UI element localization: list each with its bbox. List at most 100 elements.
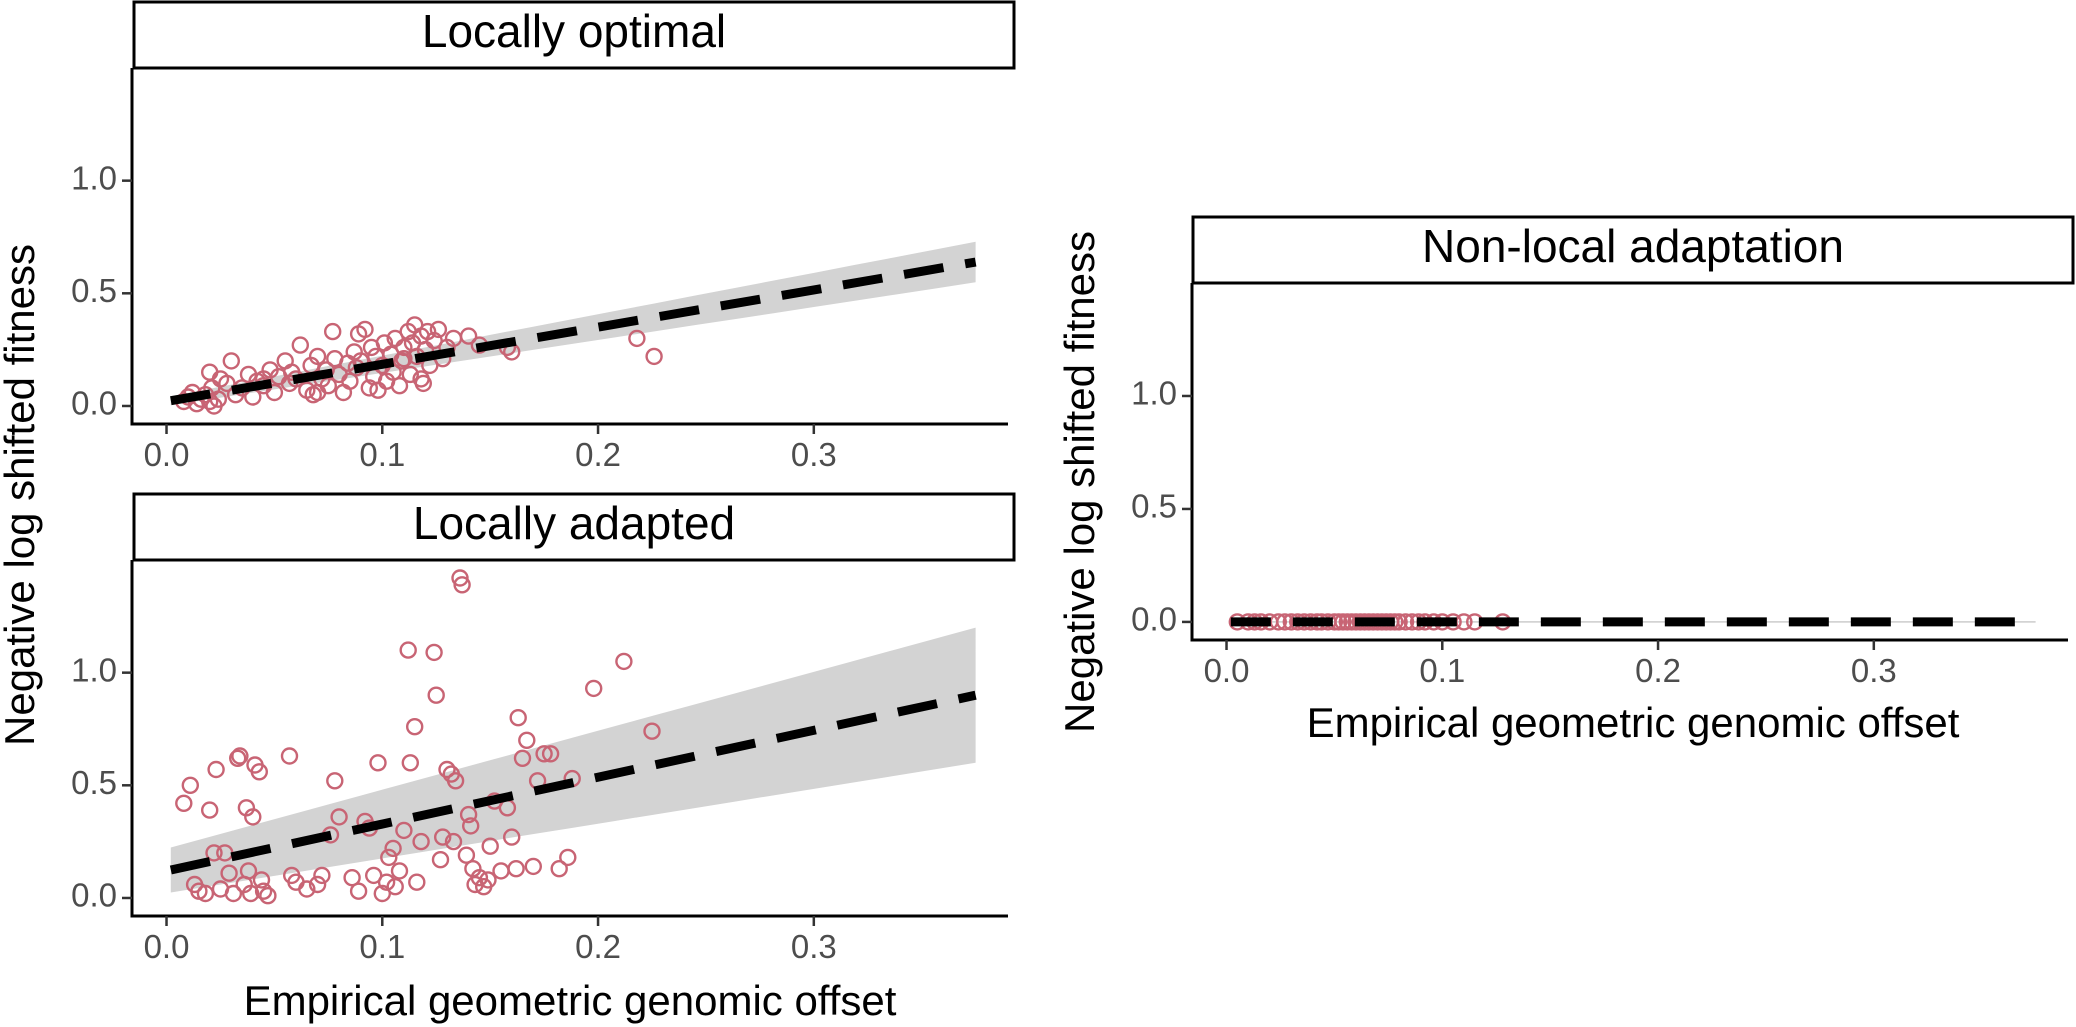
data-point xyxy=(369,381,387,399)
data-point xyxy=(481,837,499,855)
x-tick-label: 0.3 xyxy=(791,928,837,965)
data-point xyxy=(380,848,398,867)
data-point xyxy=(395,338,413,357)
y-tick-label: 0.0 xyxy=(71,877,117,914)
data-point xyxy=(408,873,426,891)
panel-title: Locally optimal xyxy=(422,5,726,57)
data-point xyxy=(386,329,404,348)
data-point xyxy=(324,322,342,341)
data-point xyxy=(518,731,536,749)
data-point xyxy=(360,379,378,397)
data-point xyxy=(241,884,260,903)
data-point xyxy=(425,643,443,662)
data-point xyxy=(395,350,413,368)
y-tick-label: 0.5 xyxy=(71,764,117,801)
x-tick-label: 0.0 xyxy=(1204,652,1250,689)
data-point xyxy=(541,745,560,763)
data-point xyxy=(1276,613,1294,631)
data-point xyxy=(252,871,271,889)
data-point xyxy=(341,372,359,390)
x-ticks-group: 0.0 0.1 0.2 0.3 xyxy=(144,916,837,965)
x-tick-label: 0.2 xyxy=(1635,652,1681,689)
x-tick-label: 0.3 xyxy=(791,436,837,473)
data-point xyxy=(427,686,445,704)
data-point xyxy=(349,882,368,900)
data-point xyxy=(291,336,309,354)
left-x-axis-title: Empirical geometric genomic offset xyxy=(244,977,897,1024)
data-point xyxy=(406,718,424,736)
data-point xyxy=(1396,613,1415,631)
y-tick-label: 1.0 xyxy=(71,159,117,196)
data-point xyxy=(390,862,409,880)
data-point xyxy=(209,390,228,408)
data-point xyxy=(220,864,238,882)
data-point xyxy=(308,383,327,402)
data-point xyxy=(280,747,299,765)
data-point xyxy=(239,862,258,880)
y-tick-label: 0.5 xyxy=(1131,488,1177,525)
strip-header xyxy=(132,492,1016,562)
x-tick-label: 0.1 xyxy=(359,436,405,473)
data-point xyxy=(429,320,448,339)
data-point xyxy=(207,760,225,779)
data-point xyxy=(628,329,646,348)
data-point xyxy=(507,860,525,878)
data-point xyxy=(503,828,521,846)
data-point xyxy=(395,821,413,840)
left-y-axis-title: Negative log shifted fitness xyxy=(0,244,43,746)
panel-locally-optimal: Locally optimal 0.0 0.5 1.0 0.0 0.1 0.2 0.3 xyxy=(71,0,1016,473)
data-point xyxy=(412,832,430,851)
data-point xyxy=(384,839,402,858)
data-point xyxy=(585,679,603,698)
data-point xyxy=(196,884,215,903)
data-point xyxy=(200,801,219,819)
y-ticks-group: 0.0 0.5 1.0 xyxy=(71,159,132,422)
data-point xyxy=(513,749,532,767)
data-point xyxy=(231,747,249,765)
data-point xyxy=(377,873,396,891)
y-ticks-group: 0.0 0.5 1.0 xyxy=(1131,375,1192,638)
data-point xyxy=(298,880,316,898)
data-point xyxy=(399,641,417,659)
data-point xyxy=(343,869,361,887)
strip-header xyxy=(1191,215,2075,285)
data-point xyxy=(462,817,480,835)
x-tick-label: 0.1 xyxy=(1419,652,1465,689)
regression-line xyxy=(170,257,977,406)
points-group xyxy=(175,569,661,905)
data-point xyxy=(509,709,527,727)
data-point xyxy=(559,848,577,867)
data-point xyxy=(446,772,465,790)
y-ticks-group: 0.0 0.5 1.0 xyxy=(71,651,132,914)
data-point xyxy=(615,652,633,671)
panel-title: Locally adapted xyxy=(413,497,735,549)
data-point xyxy=(330,808,348,826)
x-tick-label: 0.0 xyxy=(144,436,190,473)
data-point xyxy=(459,805,478,824)
right-x-axis-title: Empirical geometric genomic offset xyxy=(1307,699,1960,746)
data-point xyxy=(222,352,241,370)
y-tick-label: 1.0 xyxy=(71,651,117,688)
x-tick-label: 0.2 xyxy=(575,436,621,473)
data-point xyxy=(369,754,387,772)
data-point xyxy=(250,763,268,781)
data-point xyxy=(524,857,542,876)
data-point xyxy=(259,887,277,905)
data-point xyxy=(535,745,553,763)
data-point xyxy=(308,875,327,894)
data-point xyxy=(224,884,243,903)
data-point xyxy=(444,832,463,851)
data-point xyxy=(643,722,661,740)
y-tick-label: 0.0 xyxy=(71,385,117,422)
data-point xyxy=(453,576,471,594)
data-point xyxy=(438,760,456,779)
fit-line-group xyxy=(169,690,977,875)
x-tick-label: 0.0 xyxy=(144,928,190,965)
data-point xyxy=(326,772,344,790)
x-tick-label: 0.3 xyxy=(1851,652,1897,689)
data-point xyxy=(334,383,353,402)
data-point xyxy=(276,352,294,370)
data-point xyxy=(175,794,193,812)
data-point xyxy=(457,846,476,864)
